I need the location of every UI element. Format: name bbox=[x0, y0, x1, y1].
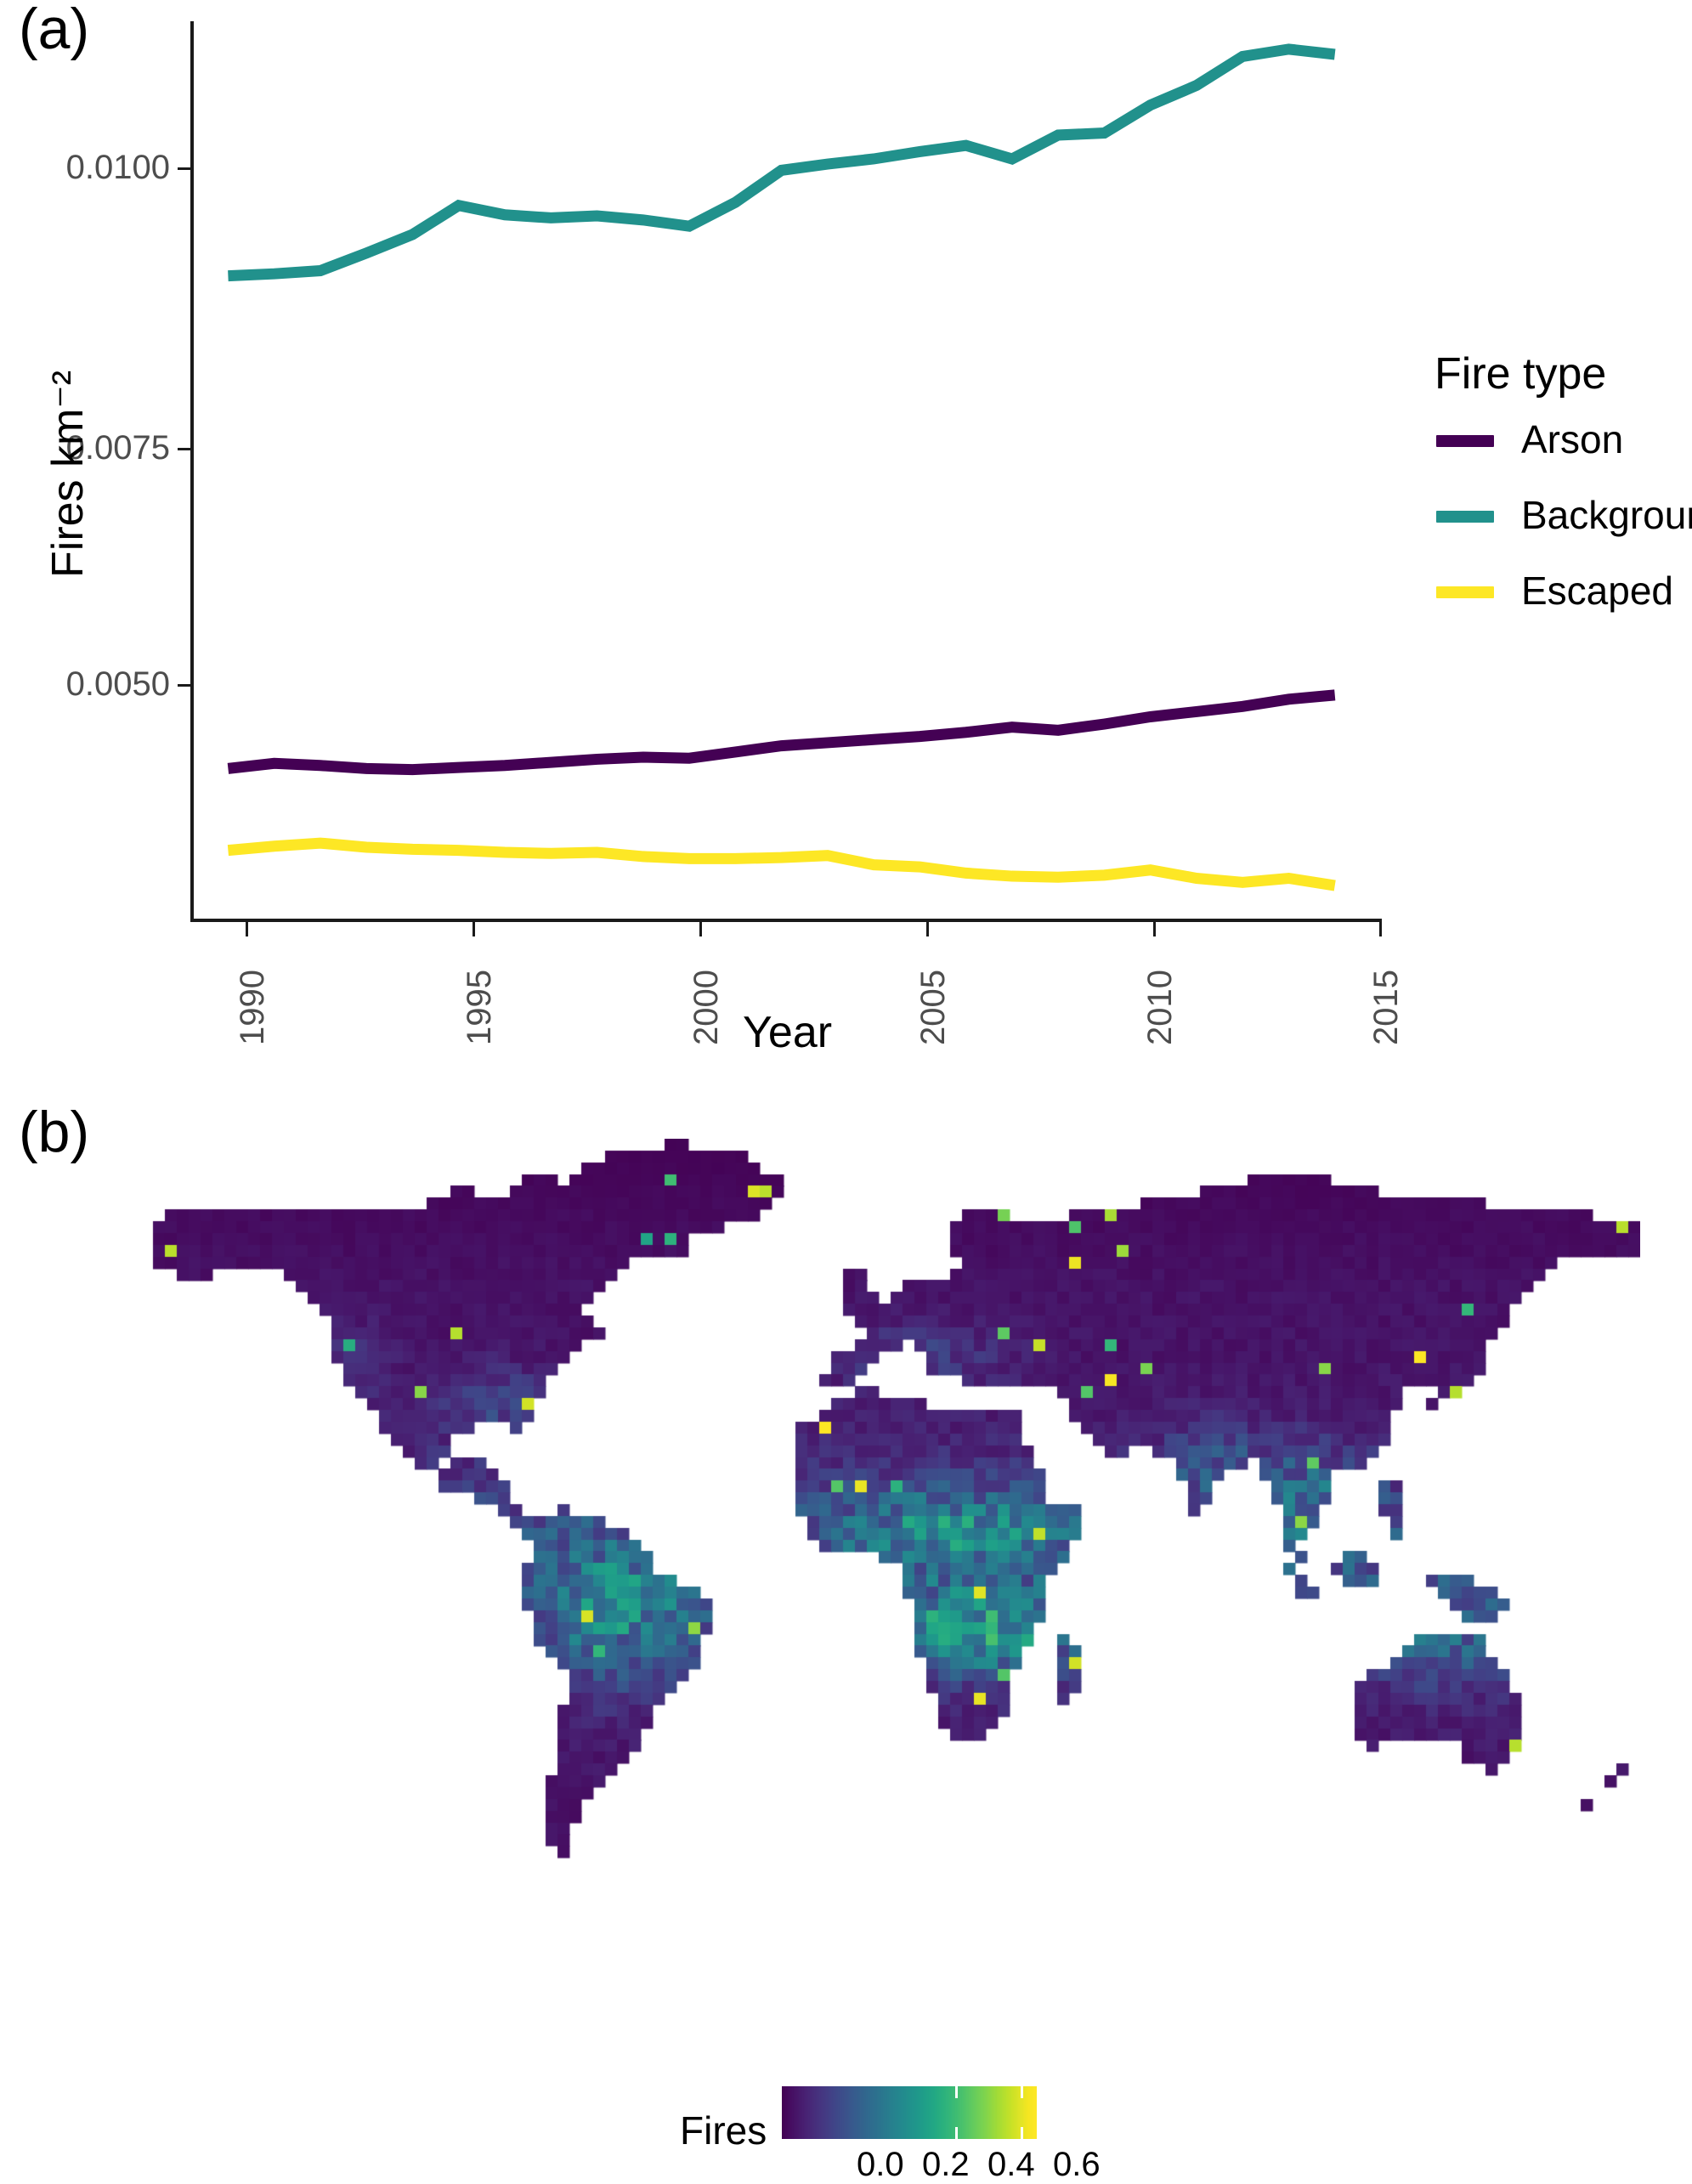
x-tick-mark bbox=[1153, 922, 1156, 936]
x-tick-mark bbox=[246, 922, 248, 936]
legend-swatch-escaped bbox=[1436, 586, 1494, 598]
y-axis-line bbox=[190, 21, 194, 922]
colorbar-tick bbox=[955, 2127, 958, 2139]
series-plot-area bbox=[227, 43, 1336, 891]
colorbar-tick bbox=[1086, 2086, 1089, 2098]
colorbar-tick bbox=[955, 2086, 958, 2098]
colorbar-tick-label: 0.6 bbox=[1053, 2146, 1101, 2183]
y-tick-label: 0.0050 bbox=[65, 665, 170, 703]
panel-b-label: (b) bbox=[19, 1100, 90, 1164]
panel-a-line-chart: (a) 0.0050 0.0075 0.0100 Fires km⁻² 1990… bbox=[0, 0, 1692, 1079]
x-axis-line bbox=[190, 919, 1382, 922]
colorbar-tick bbox=[1021, 2086, 1023, 2098]
x-tick-mark bbox=[699, 922, 702, 936]
colorbar-tick bbox=[1086, 2127, 1089, 2139]
colorbar-gradient bbox=[782, 2086, 1037, 2139]
colorbar-tick-label: 0.2 bbox=[922, 2146, 970, 2183]
legend-title: Fire type bbox=[1435, 349, 1607, 399]
colorbar-tick-label: 0.4 bbox=[987, 2146, 1035, 2183]
panel-b-world-map: (b) Fires 0.0 0.2 0.4 0.6 bbox=[0, 1079, 1692, 2183]
world-fire-density-map bbox=[93, 1139, 1640, 1870]
y-tick-mark bbox=[178, 448, 191, 450]
y-tick-label: 0.0100 bbox=[65, 149, 170, 186]
y-tick-label: 0.0075 bbox=[65, 429, 170, 467]
colorbar-tick bbox=[1021, 2127, 1023, 2139]
colorbar-tick-label: 0.0 bbox=[857, 2146, 904, 2183]
panel-a-label: (a) bbox=[19, 0, 90, 61]
legend-label-background: Background bbox=[1521, 493, 1692, 537]
legend-swatch-background bbox=[1436, 511, 1494, 523]
x-tick-mark bbox=[1379, 922, 1382, 936]
y-tick-mark bbox=[178, 167, 191, 170]
colorbar-title: Fires bbox=[680, 2108, 767, 2153]
legend-swatch-arson bbox=[1436, 435, 1494, 447]
legend-label-escaped: Escaped bbox=[1521, 569, 1674, 613]
x-tick-mark bbox=[926, 922, 929, 936]
y-tick-mark bbox=[178, 684, 191, 687]
x-axis-title: Year bbox=[743, 1008, 833, 1057]
legend-label-arson: Arson bbox=[1521, 417, 1624, 461]
x-tick-mark bbox=[473, 922, 475, 936]
